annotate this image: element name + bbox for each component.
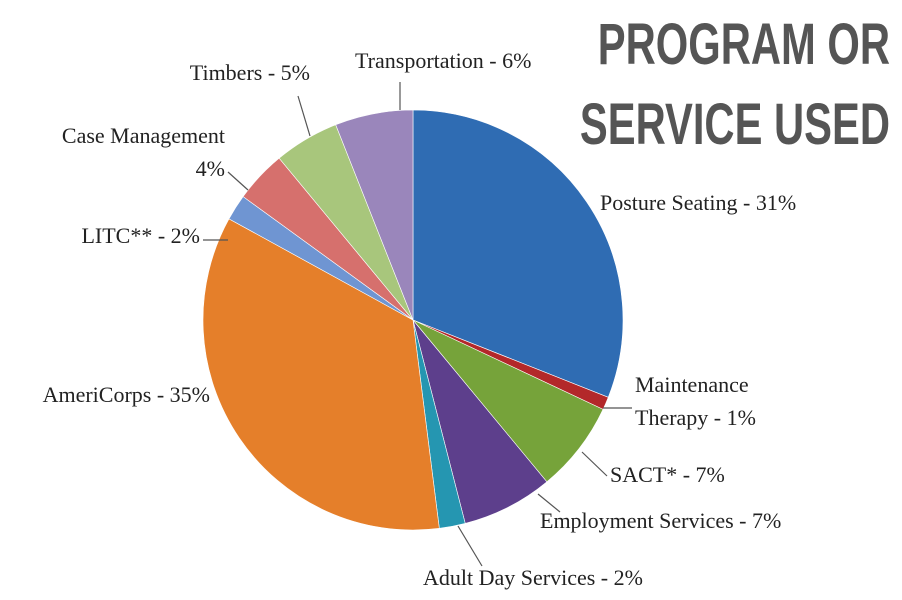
leader-line xyxy=(457,525,483,567)
slice-label: Case Management xyxy=(62,123,225,148)
slice-label: Maintenance xyxy=(635,372,749,397)
slice-label: Employment Services - 7% xyxy=(540,508,781,533)
slice xyxy=(412,109,624,398)
leader-line xyxy=(297,95,311,137)
leader-line xyxy=(227,171,249,191)
slice-label: Adult Day Services - 2% xyxy=(423,565,643,590)
slice-label: Timbers - 5% xyxy=(190,60,310,85)
slice-label: SACT* - 7% xyxy=(610,462,725,487)
slice-label: Transportation - 6% xyxy=(355,48,531,73)
slice xyxy=(202,218,440,531)
chart-title: SERVICE USED xyxy=(580,91,890,156)
leader-line xyxy=(537,493,561,513)
slice-label: Posture Seating - 31% xyxy=(600,190,796,215)
slice-label: Therapy - 1% xyxy=(635,405,756,430)
slice-label: LITC** - 2% xyxy=(81,223,200,248)
chart-title: PROGRAM OR xyxy=(598,11,890,76)
slice-label: AmeriCorps - 35% xyxy=(43,382,210,407)
title-group: PROGRAM OR SERVICE USED xyxy=(580,11,890,156)
slice xyxy=(335,109,414,321)
leader-line xyxy=(581,451,608,477)
slice-label: 4% xyxy=(196,156,225,181)
